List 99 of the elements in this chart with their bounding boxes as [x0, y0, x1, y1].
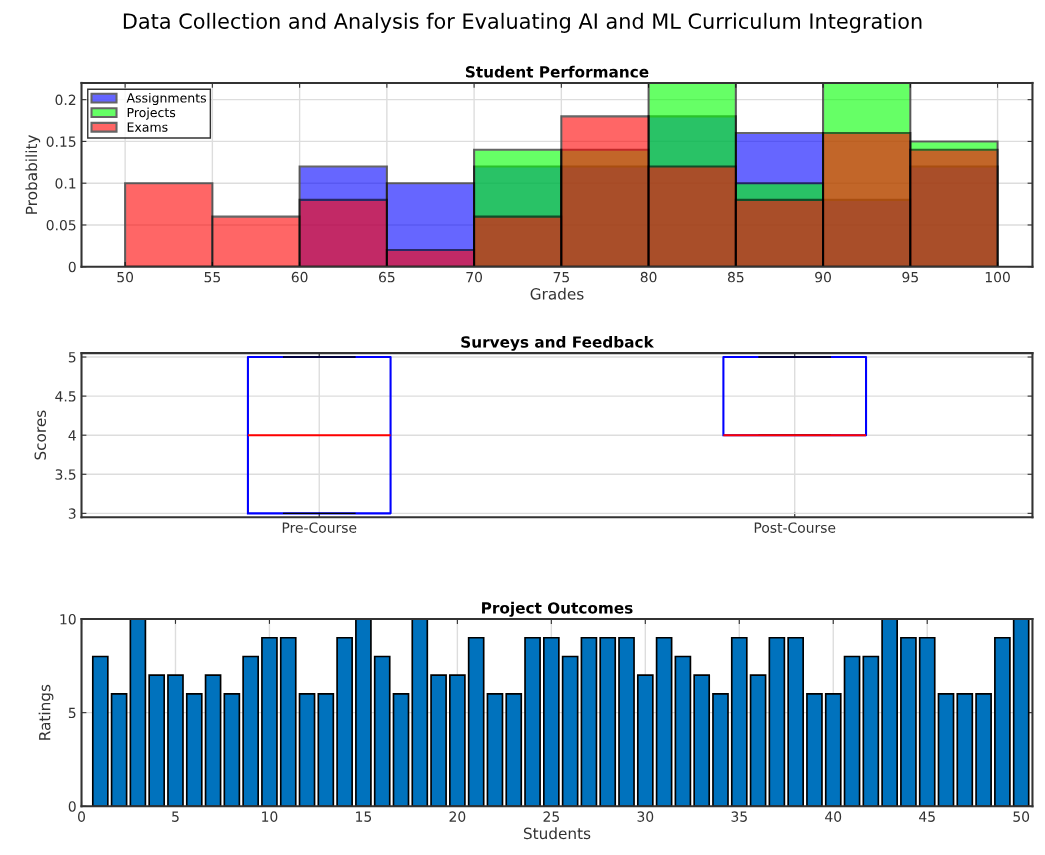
bar: [618, 636, 635, 807]
x-tick-label: 80: [640, 271, 657, 283]
bar: [430, 674, 447, 807]
bar: [956, 693, 974, 807]
x-tick-label: 0: [78, 811, 86, 822]
bar: [542, 636, 560, 807]
bar: [411, 619, 429, 807]
bar: [730, 636, 748, 807]
bar: [91, 655, 109, 807]
bar: [787, 636, 805, 807]
x-axis-title: Grades: [530, 287, 584, 300]
y-axis-title: Probability: [25, 134, 41, 214]
bar: [336, 636, 353, 807]
x-tick-label: 95: [902, 271, 918, 283]
bar: [486, 693, 504, 807]
y-tick-label: 0.15: [46, 136, 76, 147]
x-tick-label: 50: [117, 271, 134, 283]
bar: [355, 619, 372, 807]
bar: [129, 619, 147, 807]
bar: [298, 693, 316, 807]
y-tick-label: 5: [68, 707, 76, 719]
bar: [279, 636, 297, 807]
bar: [824, 693, 842, 807]
x-tick-label: 10: [262, 811, 278, 822]
x-tick-label: 65: [378, 271, 395, 283]
bar: [749, 674, 767, 807]
y-tick-label: 4: [68, 430, 76, 441]
x-tick-label: 25: [543, 811, 559, 822]
bar: [975, 693, 992, 807]
y-tick-label: 10: [60, 613, 76, 625]
y-tick-label: 0: [68, 801, 76, 812]
x-tick-label: 50: [1013, 811, 1030, 822]
y-tick-label: 4.5: [55, 391, 76, 402]
chart-title: Student Performance: [465, 65, 649, 78]
x-tick-label: 40: [825, 811, 842, 822]
y-tick-label: 5: [68, 352, 76, 363]
y-tick-label: 3.5: [55, 469, 76, 480]
x-tick-label: 85: [727, 271, 744, 283]
bar: [712, 693, 729, 807]
x-tick-label: 60: [291, 271, 308, 283]
y-tick-label: 0.2: [55, 94, 76, 106]
x-tick-label: 30: [637, 811, 654, 822]
bar: [693, 674, 711, 807]
bar: [881, 619, 898, 807]
bar: [524, 636, 541, 807]
legend-label: Exams: [127, 122, 168, 132]
bar: [449, 674, 466, 807]
bar: [467, 636, 485, 807]
bar: [392, 693, 410, 807]
legend-label: Assignments: [126, 92, 207, 106]
x-tick-label: 100: [985, 271, 1010, 283]
bar: [242, 655, 260, 807]
bar: [110, 693, 128, 807]
x-tick-label: 15: [356, 811, 372, 822]
y-axis-title: Scores: [34, 410, 47, 460]
chart-title: Surveys and Feedback: [461, 335, 655, 351]
bar: [768, 636, 786, 807]
y-tick-label: 0.1: [55, 178, 76, 189]
x-tick-label: 55: [204, 272, 220, 283]
bar: [167, 674, 184, 807]
y-tick-label: 0.05: [46, 219, 76, 231]
x-tick-label: Pre-Course: [282, 522, 357, 533]
bar: [373, 655, 391, 807]
bar: [900, 636, 917, 807]
bar: [918, 636, 936, 807]
bar: [806, 693, 823, 807]
x-tick-label: 5: [172, 811, 179, 822]
bar: [580, 636, 598, 807]
x-axis-title: Students: [523, 827, 591, 840]
x-tick-label: 20: [449, 811, 466, 822]
bar: [261, 636, 278, 807]
bar: [148, 674, 166, 807]
bar: [204, 674, 222, 807]
y-axis-title: Ratings: [38, 684, 54, 740]
bar: [561, 655, 579, 807]
bar: [1012, 619, 1030, 807]
bar: [862, 655, 880, 807]
bar: [505, 693, 523, 807]
chart-title: Project Outcomes: [482, 601, 633, 617]
x-tick-label: Post-Course: [754, 522, 836, 533]
bar: [636, 674, 654, 807]
bar: [994, 636, 1011, 807]
legend-label: Projects: [127, 107, 176, 120]
x-tick-label: 70: [466, 271, 483, 283]
y-tick-label: 3: [68, 508, 76, 519]
y-tick-label: 0: [68, 261, 76, 273]
x-tick-label: 75: [553, 272, 569, 283]
text: Data Collection and Analysis for Evaluating AI and ML Curriculum Integration: [123, 12, 922, 33]
x-tick-label: 35: [731, 811, 747, 822]
bar: [317, 693, 335, 807]
bar: [655, 636, 673, 807]
bar: [674, 655, 692, 807]
bar: [843, 655, 861, 807]
bar: [599, 636, 617, 807]
bar: [223, 693, 241, 807]
bar: [937, 693, 955, 807]
x-tick-label: 45: [919, 811, 935, 822]
bar: [185, 693, 203, 807]
x-tick-label: 90: [815, 271, 831, 283]
